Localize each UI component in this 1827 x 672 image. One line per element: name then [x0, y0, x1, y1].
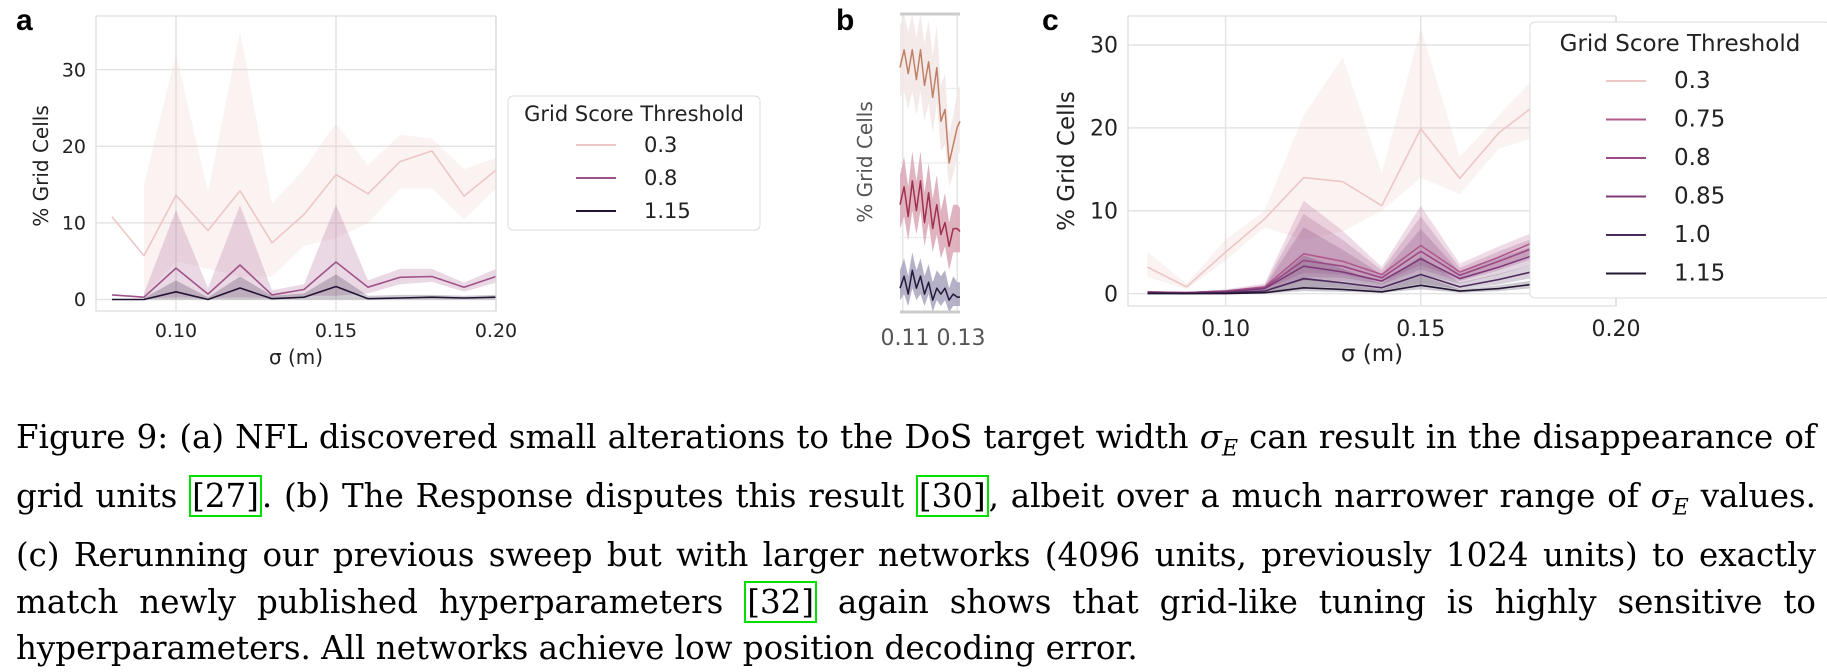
caption-label: Figure 9: — [16, 418, 169, 456]
series-line-a-0 — [111, 150, 497, 257]
ci-band-c-0 — [1147, 28, 1616, 290]
legend-label: 1.15 — [644, 199, 691, 223]
caption-text-1: (a) NFL discovered small alterations to … — [179, 418, 1189, 456]
series-line-b-0 — [899, 49, 961, 164]
legend-label: 0.8 — [644, 166, 677, 190]
y-tick-label: 20 — [1090, 117, 1118, 142]
panel-a-xlabel: σ (m) — [269, 345, 323, 369]
panel-c-ylabel: % Grid Cells — [1054, 91, 1080, 231]
legend-label: 0.8 — [1674, 145, 1711, 171]
x-tick-label: 0.20 — [475, 320, 517, 342]
x-tick-label: 0.15 — [1396, 317, 1445, 342]
legend-label: 0.3 — [1674, 68, 1711, 94]
x-tick-label: 0.10 — [1201, 317, 1250, 342]
caption-sigma-2: σ — [1650, 477, 1673, 515]
series-line-a-1 — [111, 261, 497, 299]
legend-label: 0.3 — [644, 133, 677, 157]
citation-link-32[interactable]: [32] — [744, 580, 817, 623]
panel-a-legend: Grid Score Threshold 0.3 0.8 1.15 — [507, 95, 761, 231]
panel-c-legend: Grid Score Threshold 0.3 0.75 0.8 0.85 1.0 1.… — [1529, 21, 1827, 299]
panel-b-xticks: 0.11 0.13 — [881, 326, 986, 351]
ci-band-b-0 — [900, 14, 960, 187]
legend-label: 0.85 — [1674, 184, 1725, 210]
panel-c-xlabel: σ (m) — [1341, 341, 1403, 367]
panel-c-legend-title: Grid Score Threshold — [1560, 31, 1801, 57]
ci-band-c-4 — [1147, 255, 1616, 294]
caption-text-4: , albeit over a much narrower range of — [988, 477, 1639, 515]
panel-b-letter: b — [836, 4, 855, 37]
ci-band-a-1 — [144, 204, 496, 299]
x-tick-label: 0.15 — [315, 320, 357, 342]
legend-label: 0.75 — [1674, 107, 1725, 133]
series-line-b-1 — [899, 180, 961, 248]
caption-sub-2: E — [1672, 495, 1689, 521]
y-tick-label: 0 — [1104, 282, 1118, 307]
y-tick-label: 30 — [1090, 34, 1118, 59]
ci-band-a-0 — [144, 31, 496, 296]
panel-b-chart: % Grid Cells 0.11 0.13 — [853, 12, 986, 351]
y-tick-label: 30 — [62, 59, 86, 81]
caption-sub-1: E — [1221, 436, 1238, 462]
x-tick-label: 0.20 — [1592, 317, 1641, 342]
panel-c-letter: c — [1042, 4, 1059, 37]
legend-label: 1.0 — [1674, 222, 1711, 248]
y-tick-label: 20 — [62, 136, 86, 158]
ci-band-b-2 — [900, 252, 960, 312]
figure-caption: Figure 9: (a) NFL discovered small alter… — [16, 414, 1816, 672]
series-line-b-2 — [899, 269, 960, 301]
citation-link-30[interactable]: [30] — [915, 475, 989, 517]
legend-label: 1.15 — [1674, 261, 1725, 287]
caption-text-3: . (b) The Response disputes this result — [261, 477, 905, 515]
ci-band-a-2 — [144, 274, 496, 300]
y-tick-label: 10 — [62, 213, 86, 235]
panel-a-letter: a — [16, 4, 33, 37]
citation-link-27[interactable]: [27] — [189, 475, 262, 517]
y-tick-label: 0 — [74, 289, 86, 311]
panel-a-ylabel: % Grid Cells — [29, 105, 53, 227]
series-line-a-2 — [112, 285, 497, 301]
caption-sigma-1: σ — [1199, 418, 1222, 456]
x-tick-label: 0.10 — [155, 320, 197, 342]
y-tick-label: 10 — [1090, 199, 1118, 224]
caption-text-2: can result in the disappearance of grid … — [16, 418, 1816, 515]
caption-text-5: values. (c) Rerunning our previous sweep… — [16, 477, 1816, 621]
caption-text-6: again shows that grid-like tuning is hig… — [16, 582, 1816, 668]
panel-a-legend-title: Grid Score Threshold — [524, 102, 744, 126]
panel-b-ylabel: % Grid Cells — [853, 101, 877, 223]
